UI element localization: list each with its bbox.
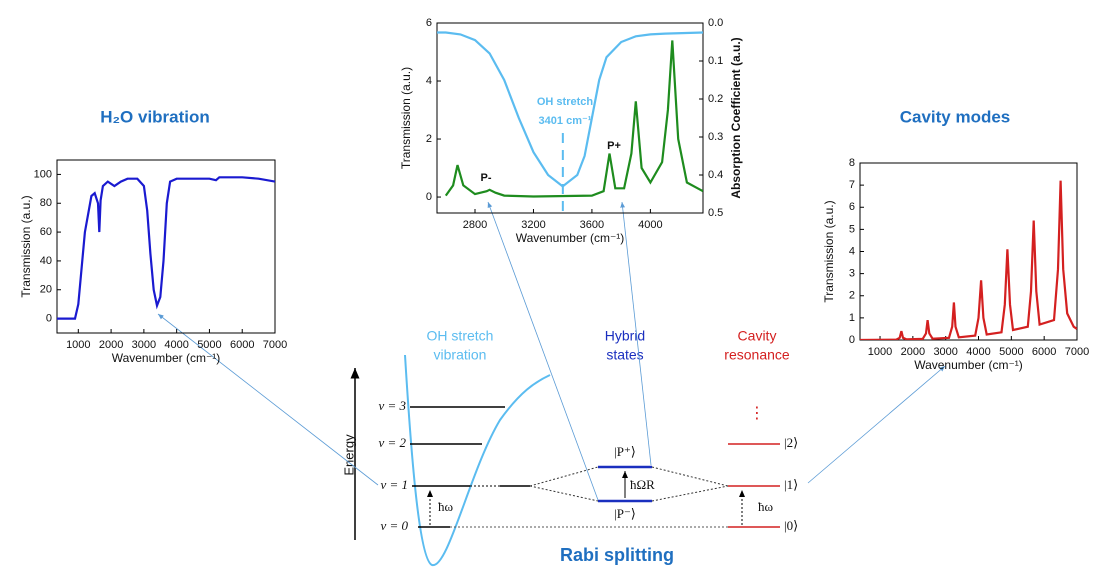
energy-label: Energy bbox=[341, 434, 356, 476]
header: resonance bbox=[724, 347, 790, 363]
connector bbox=[620, 201, 652, 466]
x-axis-label: Wavenumber (cm⁻¹) bbox=[112, 351, 221, 365]
y2-tick-label: 0.4 bbox=[708, 169, 723, 181]
x-tick-label: 5000 bbox=[999, 346, 1023, 358]
header: Hybrid bbox=[605, 328, 645, 344]
x-tick-label: 5000 bbox=[197, 339, 221, 351]
y-tick-label: 0 bbox=[46, 312, 52, 324]
y-tick-label: 20 bbox=[40, 284, 52, 296]
y-tick-label: 100 bbox=[34, 168, 52, 180]
rabi-label: ħΩR bbox=[630, 477, 655, 492]
x-tick-label: 3000 bbox=[132, 339, 156, 351]
annotation: OH stretch bbox=[537, 96, 594, 108]
hbar-omega: ħω bbox=[758, 499, 774, 514]
ket: |0⟩ bbox=[784, 518, 798, 533]
y2-tick-label: 0.2 bbox=[708, 93, 723, 105]
y-tick-label: 8 bbox=[849, 157, 855, 169]
ket: |1⟩ bbox=[784, 477, 798, 492]
x-tick-label: 6000 bbox=[230, 339, 254, 351]
y-tick-label: 0 bbox=[849, 334, 855, 346]
p-plus-label: |P⁺⟩ bbox=[614, 444, 636, 459]
y-tick-label: 60 bbox=[40, 226, 52, 238]
hbar-omega: ħω bbox=[438, 499, 454, 514]
x-tick-label: 7000 bbox=[263, 339, 287, 351]
annotation: 3401 cm⁻¹ bbox=[539, 115, 592, 127]
x-tick-label: 7000 bbox=[1065, 346, 1089, 358]
y-tick-label: 5 bbox=[849, 223, 855, 235]
dotted-line bbox=[651, 485, 729, 502]
x-tick-label: 2000 bbox=[901, 346, 925, 358]
connector bbox=[807, 365, 946, 484]
ket: |2⟩ bbox=[784, 435, 798, 450]
y2-tick-label: 0.1 bbox=[708, 55, 723, 67]
plot-frame bbox=[56, 159, 276, 334]
chart: 2800 3200 3600 4000 0 2 4 6 0.0 0.1 0.2 0.3 0.4 0.5 Wa… bbox=[399, 17, 743, 245]
y-tick-label: 4 bbox=[849, 245, 855, 257]
x-tick-label: 1000 bbox=[66, 339, 90, 351]
plot-frame bbox=[436, 22, 704, 214]
x-tick-label: 3000 bbox=[933, 346, 957, 358]
y2-tick-label: 0.5 bbox=[708, 207, 723, 219]
chart-title: Cavity modes bbox=[900, 107, 1011, 126]
annotation: P- bbox=[481, 172, 492, 184]
level-label: ν = 3 bbox=[378, 398, 406, 413]
level-label: ν = 2 bbox=[378, 435, 406, 450]
x-tick-label: 6000 bbox=[1032, 346, 1056, 358]
annotation: P+ bbox=[607, 140, 621, 152]
y-tick-label: 40 bbox=[40, 255, 52, 267]
y-tick-label: 80 bbox=[40, 197, 52, 209]
x-tick-label: 4000 bbox=[638, 219, 662, 231]
y-tick-label: 7 bbox=[849, 179, 855, 191]
x-axis-label: Wavenumber (cm⁻¹) bbox=[914, 358, 1023, 372]
y-tick-label: 2 bbox=[426, 133, 432, 145]
dotted-line bbox=[651, 466, 729, 487]
x-tick-label: 4000 bbox=[966, 346, 990, 358]
y-tick-label: 6 bbox=[849, 201, 855, 213]
plot-frame bbox=[859, 162, 1078, 341]
dots: ⋮ bbox=[749, 405, 765, 422]
x-axis-label: Wavenumber (cm⁻¹) bbox=[516, 231, 625, 245]
y2-tick-label: 0.3 bbox=[708, 131, 723, 143]
connector bbox=[157, 313, 379, 486]
header: states bbox=[606, 347, 643, 363]
y-tick-label: 3 bbox=[849, 268, 855, 280]
y2-tick-label: 0.0 bbox=[708, 17, 723, 29]
chart: 1000 2000 3000 4000 5000 6000 7000 0 20 40 60 80 100… bbox=[19, 107, 287, 365]
header: vibration bbox=[434, 347, 487, 363]
x-tick-label: 3600 bbox=[580, 219, 604, 231]
x-tick-label: 1000 bbox=[868, 346, 892, 358]
x-tick-label: 4000 bbox=[164, 339, 188, 351]
x-tick-label: 2800 bbox=[463, 219, 487, 231]
y-tick-label: 6 bbox=[426, 17, 432, 29]
dotted-line bbox=[529, 485, 599, 502]
connector bbox=[487, 201, 599, 501]
x-tick-label: 2000 bbox=[99, 339, 123, 351]
series-line bbox=[444, 40, 703, 198]
chart-title: H₂O vibration bbox=[100, 107, 210, 126]
y-tick-label: 2 bbox=[849, 290, 855, 302]
y-axis-label: Transmission (a.u.) bbox=[822, 200, 836, 302]
caption: Rabi splitting bbox=[560, 545, 674, 565]
series-line bbox=[57, 176, 275, 320]
series-line bbox=[860, 180, 1077, 340]
series-line bbox=[437, 31, 703, 188]
header: Cavity bbox=[738, 328, 777, 344]
y-tick-label: 1 bbox=[849, 312, 855, 324]
potential-curve bbox=[404, 354, 551, 567]
dotted-line bbox=[529, 466, 599, 487]
x-tick-label: 3200 bbox=[521, 219, 545, 231]
header: OH stretch bbox=[427, 328, 494, 344]
y-tick-label: 0 bbox=[426, 191, 432, 203]
p-minus-label: |P⁻⟩ bbox=[614, 506, 636, 521]
energy-diagram: Energy ν = 0 ν = 1 ν = 2 ν = 3 ħω ħΩR |P… bbox=[157, 201, 946, 567]
level-label: ν = 0 bbox=[380, 518, 408, 533]
y-axis-label: Transmission (a.u.) bbox=[19, 195, 33, 297]
y-axis-label: Transmission (a.u.) bbox=[399, 67, 413, 169]
level-label: ν = 1 bbox=[380, 477, 408, 492]
y-tick-label: 4 bbox=[426, 75, 432, 87]
chart: 1000 2000 3000 4000 5000 6000 7000 0 1 2 3 4 5 6 7 8 Wav… bbox=[822, 107, 1089, 372]
y2-axis-label: Absorption Coefficient (a.u.) bbox=[729, 37, 743, 198]
